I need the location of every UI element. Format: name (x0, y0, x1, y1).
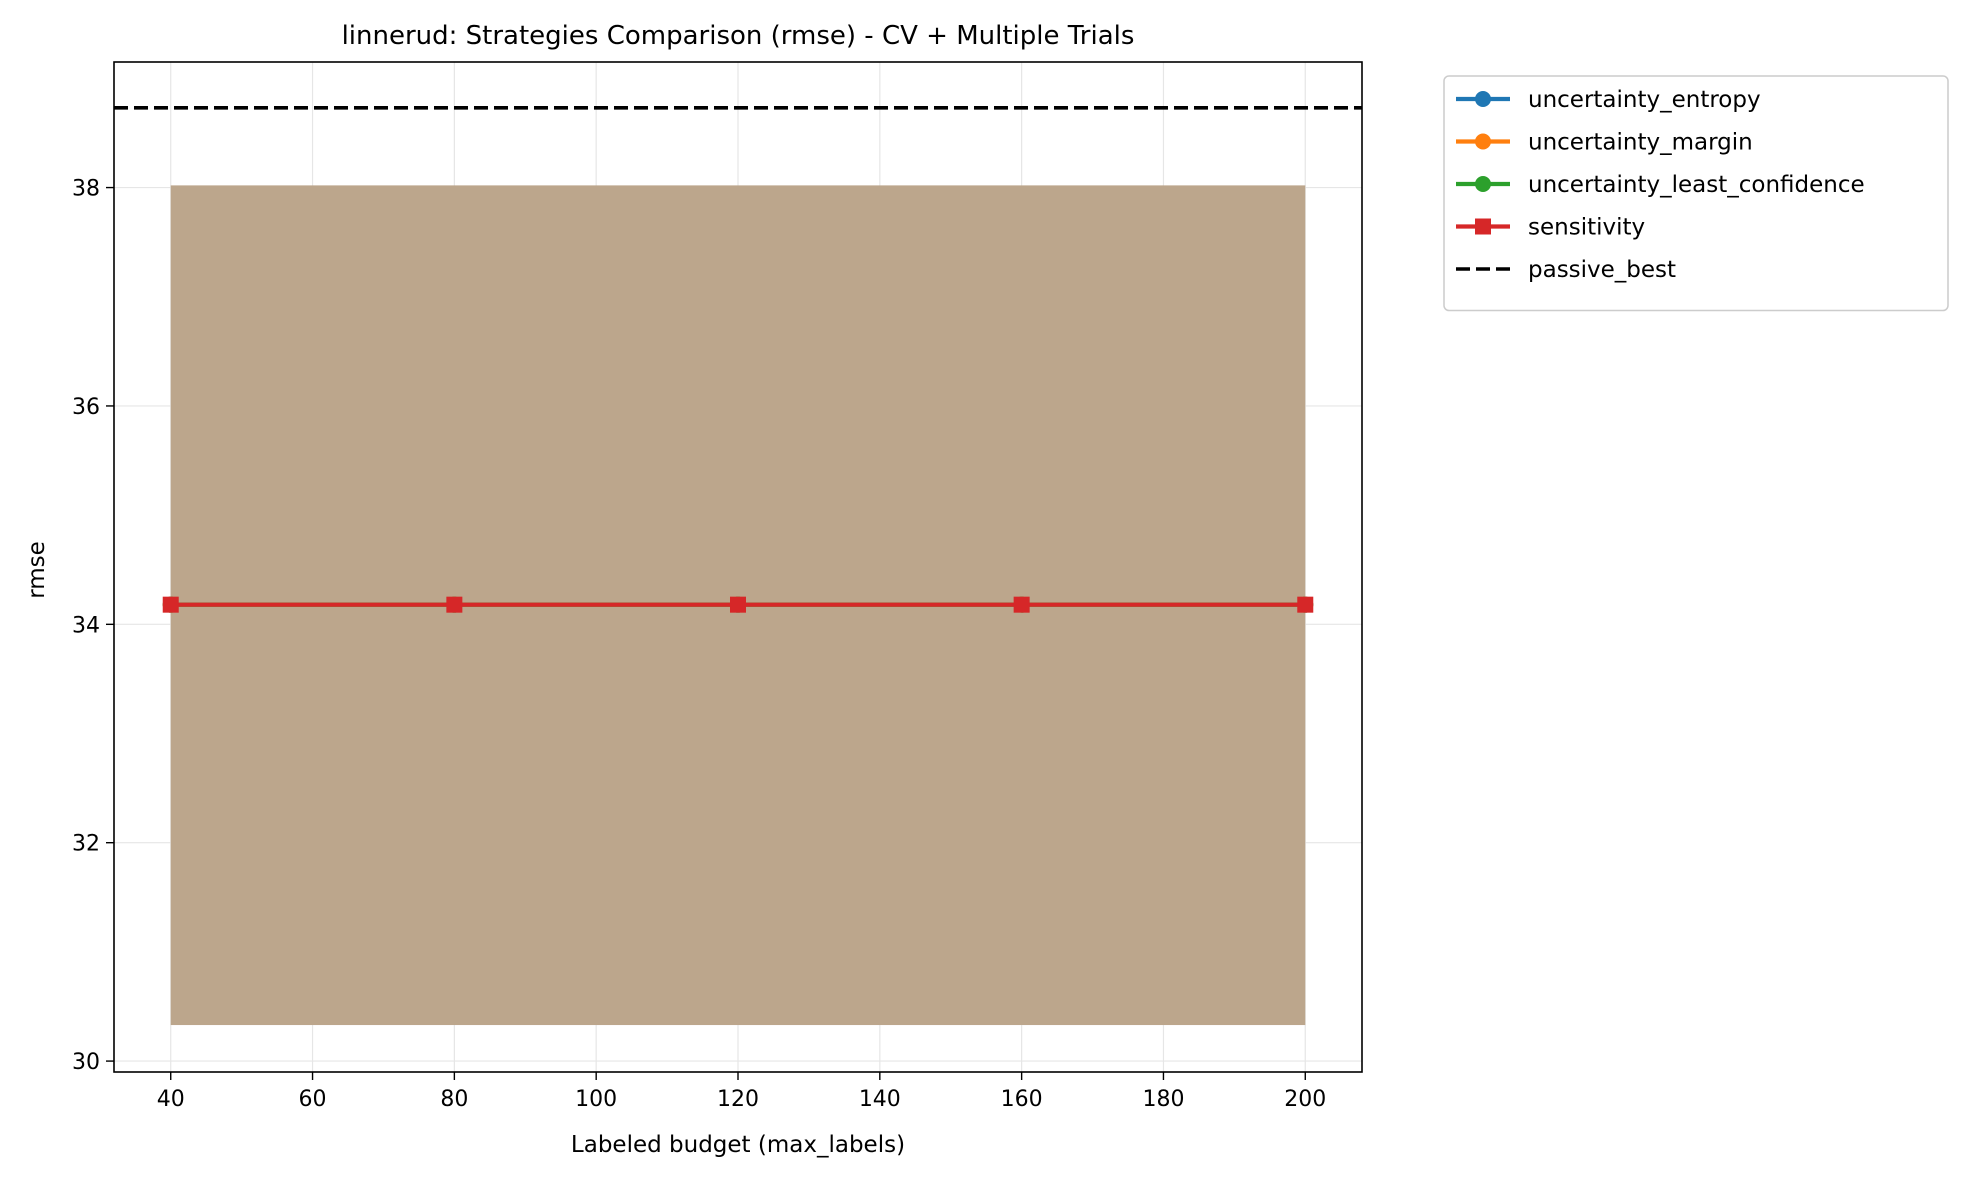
y-axis-ticks: 30 32 34 36 38 (72, 177, 114, 1075)
y-axis-label: rmse (24, 541, 50, 599)
x-tick-label: 140 (859, 1087, 901, 1112)
x-tick-label: 80 (440, 1087, 468, 1112)
legend-box (1443, 75, 1949, 312)
legend-marker-uncertainty-entropy (1475, 91, 1491, 107)
legend-label-uncertainty-margin: uncertainty_margin (1528, 130, 1753, 156)
legend-marker-uncertainty-margin (1475, 133, 1491, 150)
data-point-sensitivity (1297, 596, 1314, 613)
x-tick-label: 100 (575, 1087, 617, 1112)
legend-label-sensitivity: sensitivity (1528, 215, 1645, 241)
series-lines (162, 596, 1314, 613)
legend-marker-sensitivity (1475, 218, 1491, 235)
legend-label-uncertainty-least-confidence: uncertainty_least_confidence (1528, 172, 1865, 198)
x-axis-ticks: 40 60 80 100 120 140 160 180 200 (157, 1072, 1326, 1112)
x-axis-label: Labeled budget (max_labels) (571, 1132, 905, 1158)
y-tick-label: 38 (72, 177, 100, 202)
legend: uncertainty_entropy uncertainty_marginunc… (1443, 75, 1949, 312)
x-tick-label: 200 (1284, 1087, 1326, 1112)
x-tick-label: 180 (1142, 1087, 1184, 1112)
y-tick-label: 32 (72, 832, 100, 857)
legend-label-passive-best: passive_best (1528, 257, 1676, 283)
y-tick-label: 34 (72, 613, 100, 638)
x-tick-label: 60 (299, 1087, 327, 1112)
data-point-sensitivity (1013, 596, 1030, 613)
x-tick-label: 120 (717, 1087, 759, 1112)
x-tick-label: 160 (1001, 1087, 1043, 1112)
data-point-sensitivity (446, 596, 463, 613)
legend-marker-uncertainty-least-confidence (1475, 176, 1491, 192)
data-point-sensitivity (162, 596, 179, 613)
chart-title: linnerud: Strategies Comparison (rmse) -… (342, 21, 1135, 51)
legend-label-uncertainty-entropy: uncertainty_entropy (1528, 87, 1761, 113)
y-tick-label: 30 (72, 1050, 100, 1075)
data-point-sensitivity (730, 596, 746, 613)
y-tick-label: 36 (72, 395, 100, 420)
x-tick-label: 40 (157, 1087, 185, 1112)
